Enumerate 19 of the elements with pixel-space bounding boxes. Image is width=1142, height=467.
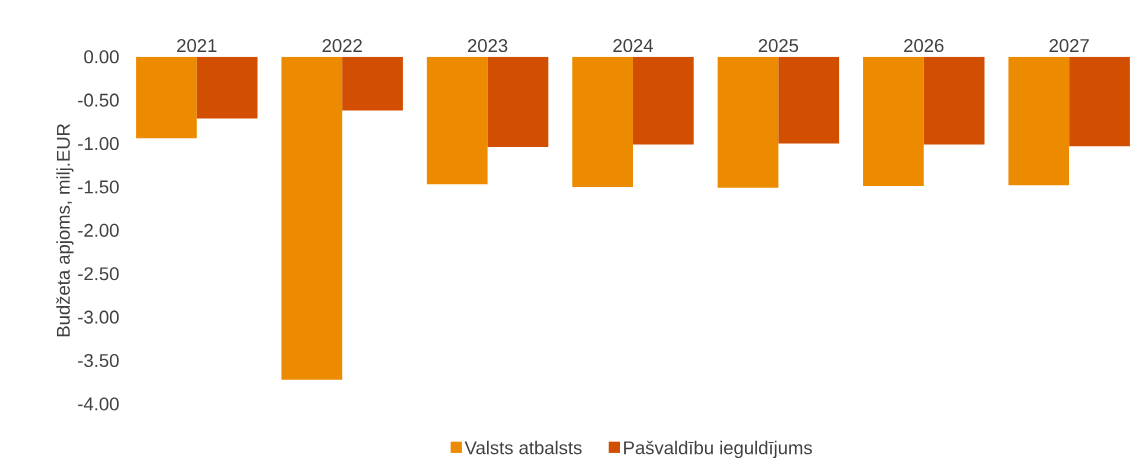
x-tick-label: 2021 xyxy=(177,38,217,52)
legend-label: Valsts atbalsts xyxy=(464,440,582,455)
x-tick-label: 2025 xyxy=(758,38,799,52)
y-tick-label: -1.00 xyxy=(78,136,119,150)
y-tick-label: -3.00 xyxy=(78,310,119,324)
x-tick-label: 2027 xyxy=(1049,38,1089,52)
y-tick-label: -0.50 xyxy=(78,93,119,107)
y-tick-label: -1.50 xyxy=(78,180,119,194)
x-tick-label: 2026 xyxy=(904,38,944,52)
y-tick-label: -2.50 xyxy=(78,267,119,281)
y-axis-title: Budžeta apjoms, milj.EUR xyxy=(56,123,74,337)
y-tick-label: -4.00 xyxy=(78,397,119,411)
x-tick-label: 2023 xyxy=(467,38,508,52)
y-tick-label: 0.00 xyxy=(84,50,119,64)
legend-label: Pašvaldību ieguldījums xyxy=(624,440,812,458)
y-tick-label: -3.50 xyxy=(78,353,119,367)
x-tick-label: 2024 xyxy=(613,38,653,52)
y-tick-label: -2.00 xyxy=(78,223,119,237)
x-tick-label: 2022 xyxy=(322,38,362,52)
